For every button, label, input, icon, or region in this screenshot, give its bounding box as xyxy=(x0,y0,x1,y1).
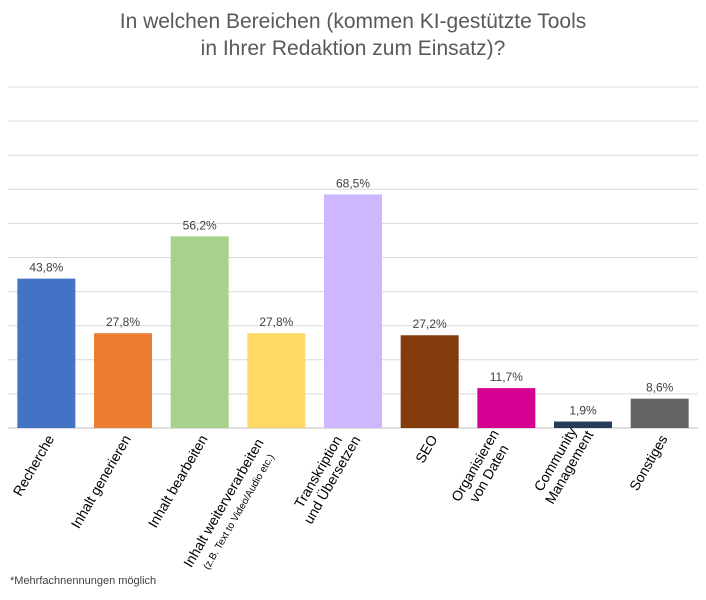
bar xyxy=(17,278,76,428)
bars xyxy=(17,194,689,428)
category-tick-label: SEO xyxy=(412,432,441,466)
bar xyxy=(477,388,536,428)
category-tick-label: Inhalt bearbeiten xyxy=(145,432,211,530)
bar-value-label: 1,9% xyxy=(569,404,597,418)
bar xyxy=(554,421,612,428)
value-labels: 43,8% 27,8% 56,2% 27,8% 68,5% 27,2% 11,7% 1,9% 8… xyxy=(29,176,673,417)
bar-value-label: 68,5% xyxy=(336,176,370,190)
bar-value-label: 56,2% xyxy=(183,218,217,232)
bar xyxy=(400,335,459,428)
category-tick-label: Inhalt generieren xyxy=(68,432,134,531)
bar xyxy=(170,236,229,428)
bar-value-label: 11,7% xyxy=(490,370,523,384)
category-tick-label-line: Recherche xyxy=(10,432,58,499)
bar xyxy=(247,333,306,428)
bar xyxy=(324,194,382,428)
footnote: *Mehrfachnennungen möglich xyxy=(10,575,157,587)
category-tick-labels: Recherche Inhalt generieren Inhalt bearbei… xyxy=(10,425,671,572)
bar-value-label: 27,8% xyxy=(259,315,293,329)
bar xyxy=(94,333,152,428)
category-tick-label-line: Sonstiges xyxy=(626,432,671,493)
bar-value-label: 27,2% xyxy=(413,317,447,331)
category-tick-label: Recherche xyxy=(10,432,58,499)
bar xyxy=(630,398,689,428)
category-tick-label-line: Inhalt generieren xyxy=(68,432,134,531)
category-tick-label-line: Inhalt bearbeiten xyxy=(145,432,211,530)
chart-title-line-1: In welchen Bereichen (kommen KI-gestützt… xyxy=(119,10,587,33)
category-tick-label-line: SEO xyxy=(412,432,441,466)
category-tick-label: Sonstiges xyxy=(626,432,671,493)
chart-title-line-2: in Ihrer Redaktion zum Einsatz)? xyxy=(200,37,506,60)
bar-value-label: 43,8% xyxy=(29,261,63,275)
bar-value-label: 8,6% xyxy=(646,381,674,395)
bar-value-label: 27,8% xyxy=(106,315,140,329)
chart-title: In welchen Bereichen (kommen KI-gestützt… xyxy=(0,8,706,62)
